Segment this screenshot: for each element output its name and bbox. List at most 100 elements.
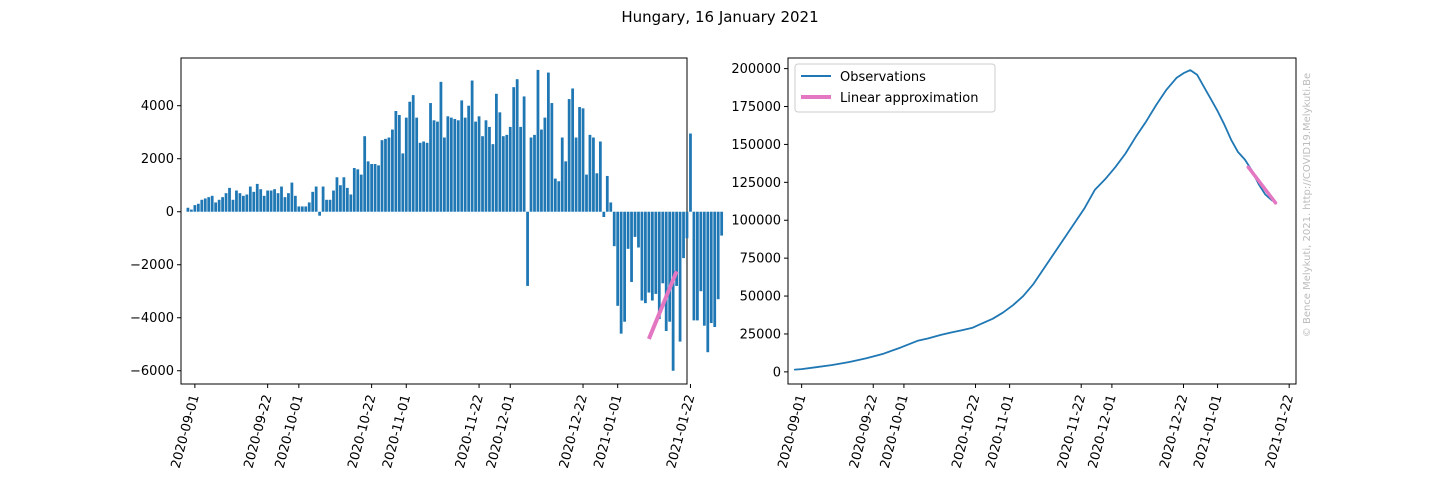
bar xyxy=(363,136,367,212)
bar xyxy=(293,195,297,212)
bar xyxy=(633,211,637,237)
bar xyxy=(720,211,724,236)
bar xyxy=(678,211,682,342)
bar xyxy=(460,100,464,212)
bar xyxy=(290,182,294,212)
bar xyxy=(644,211,647,304)
bar xyxy=(671,211,675,371)
bar xyxy=(526,211,529,286)
bar xyxy=(519,126,523,212)
bar xyxy=(248,186,252,212)
bar xyxy=(231,199,235,212)
bar xyxy=(318,211,322,216)
line-chart-frame xyxy=(787,57,1297,385)
bar xyxy=(339,185,342,212)
y-tick-label: 0 xyxy=(166,205,174,220)
bar xyxy=(592,137,595,212)
legend-label-linear-approximation: Linear approximation xyxy=(840,91,978,106)
legend: Observations Linear approximation xyxy=(794,63,996,113)
x-tick-label: 2020-10-22 xyxy=(949,393,983,470)
y-tick-label: 100000 xyxy=(731,214,781,229)
bar xyxy=(349,194,353,212)
bar xyxy=(321,186,325,212)
bar xyxy=(266,190,270,212)
linear-approximation-line xyxy=(1246,165,1278,205)
bar xyxy=(210,195,214,212)
bar xyxy=(470,80,474,212)
bar xyxy=(366,161,370,212)
approximation-segment xyxy=(647,270,679,340)
bar xyxy=(491,144,495,212)
bar xyxy=(512,87,516,212)
bar xyxy=(443,137,446,212)
bar xyxy=(356,169,360,212)
bar xyxy=(262,195,266,212)
legend-box xyxy=(794,63,996,113)
bar xyxy=(259,189,263,212)
bar xyxy=(235,190,238,212)
bar xyxy=(453,118,457,212)
bar xyxy=(238,193,242,212)
bar xyxy=(623,211,627,322)
bar xyxy=(283,197,287,212)
y-tick-label: 75000 xyxy=(740,252,781,267)
bar xyxy=(706,211,710,353)
x-tick-label: 2021-01-22 xyxy=(1263,393,1297,470)
bar xyxy=(578,107,581,212)
bar xyxy=(488,126,491,212)
bar xyxy=(546,72,550,212)
bar xyxy=(245,194,249,212)
x-tick-label: 2021-01-01 xyxy=(1191,393,1225,470)
bar xyxy=(422,141,425,212)
bar xyxy=(297,206,301,212)
bar xyxy=(536,69,540,212)
bar xyxy=(328,199,332,212)
x-tick-label: 2020-09-01 xyxy=(775,393,809,470)
bar xyxy=(550,103,554,212)
bar xyxy=(689,133,692,212)
bar xyxy=(345,187,349,212)
y-tick-label: 25000 xyxy=(740,327,781,342)
bar xyxy=(508,126,512,212)
bar xyxy=(241,195,245,212)
bar xyxy=(307,202,311,212)
bar xyxy=(647,211,651,293)
bar xyxy=(418,142,422,212)
bar xyxy=(436,121,439,212)
bar xyxy=(515,79,519,212)
bar xyxy=(522,96,526,212)
bar xyxy=(696,211,699,321)
bar xyxy=(332,190,335,212)
bar xyxy=(304,206,308,212)
bar xyxy=(193,205,197,212)
bar xyxy=(692,211,696,321)
y-tick-label: 2000 xyxy=(141,152,174,167)
bar xyxy=(314,186,318,212)
bar xyxy=(404,117,408,212)
bar xyxy=(401,153,405,212)
bar xyxy=(370,164,374,212)
observations-line xyxy=(793,69,1273,371)
bar xyxy=(664,211,668,331)
x-tick-label: 2020-09-01 xyxy=(169,393,203,470)
legend-label-observations: Observations xyxy=(840,70,926,85)
bar-chart-frame xyxy=(180,57,688,385)
bar xyxy=(529,137,533,212)
bar xyxy=(408,101,412,212)
x-tick-label: 2020-11-22 xyxy=(1055,393,1089,470)
bar xyxy=(287,193,290,212)
y-tick-label: −2000 xyxy=(130,258,174,273)
x-tick-label: 2020-12-01 xyxy=(1086,393,1120,470)
bar xyxy=(186,207,190,212)
x-tick-label: 2020-10-01 xyxy=(878,393,912,470)
bar xyxy=(637,211,640,248)
bar xyxy=(716,211,720,300)
bar xyxy=(273,189,276,212)
bar xyxy=(359,174,363,212)
bar xyxy=(675,211,678,286)
y-tick-label: −4000 xyxy=(130,311,174,326)
bar xyxy=(311,191,315,212)
bar xyxy=(203,198,207,212)
